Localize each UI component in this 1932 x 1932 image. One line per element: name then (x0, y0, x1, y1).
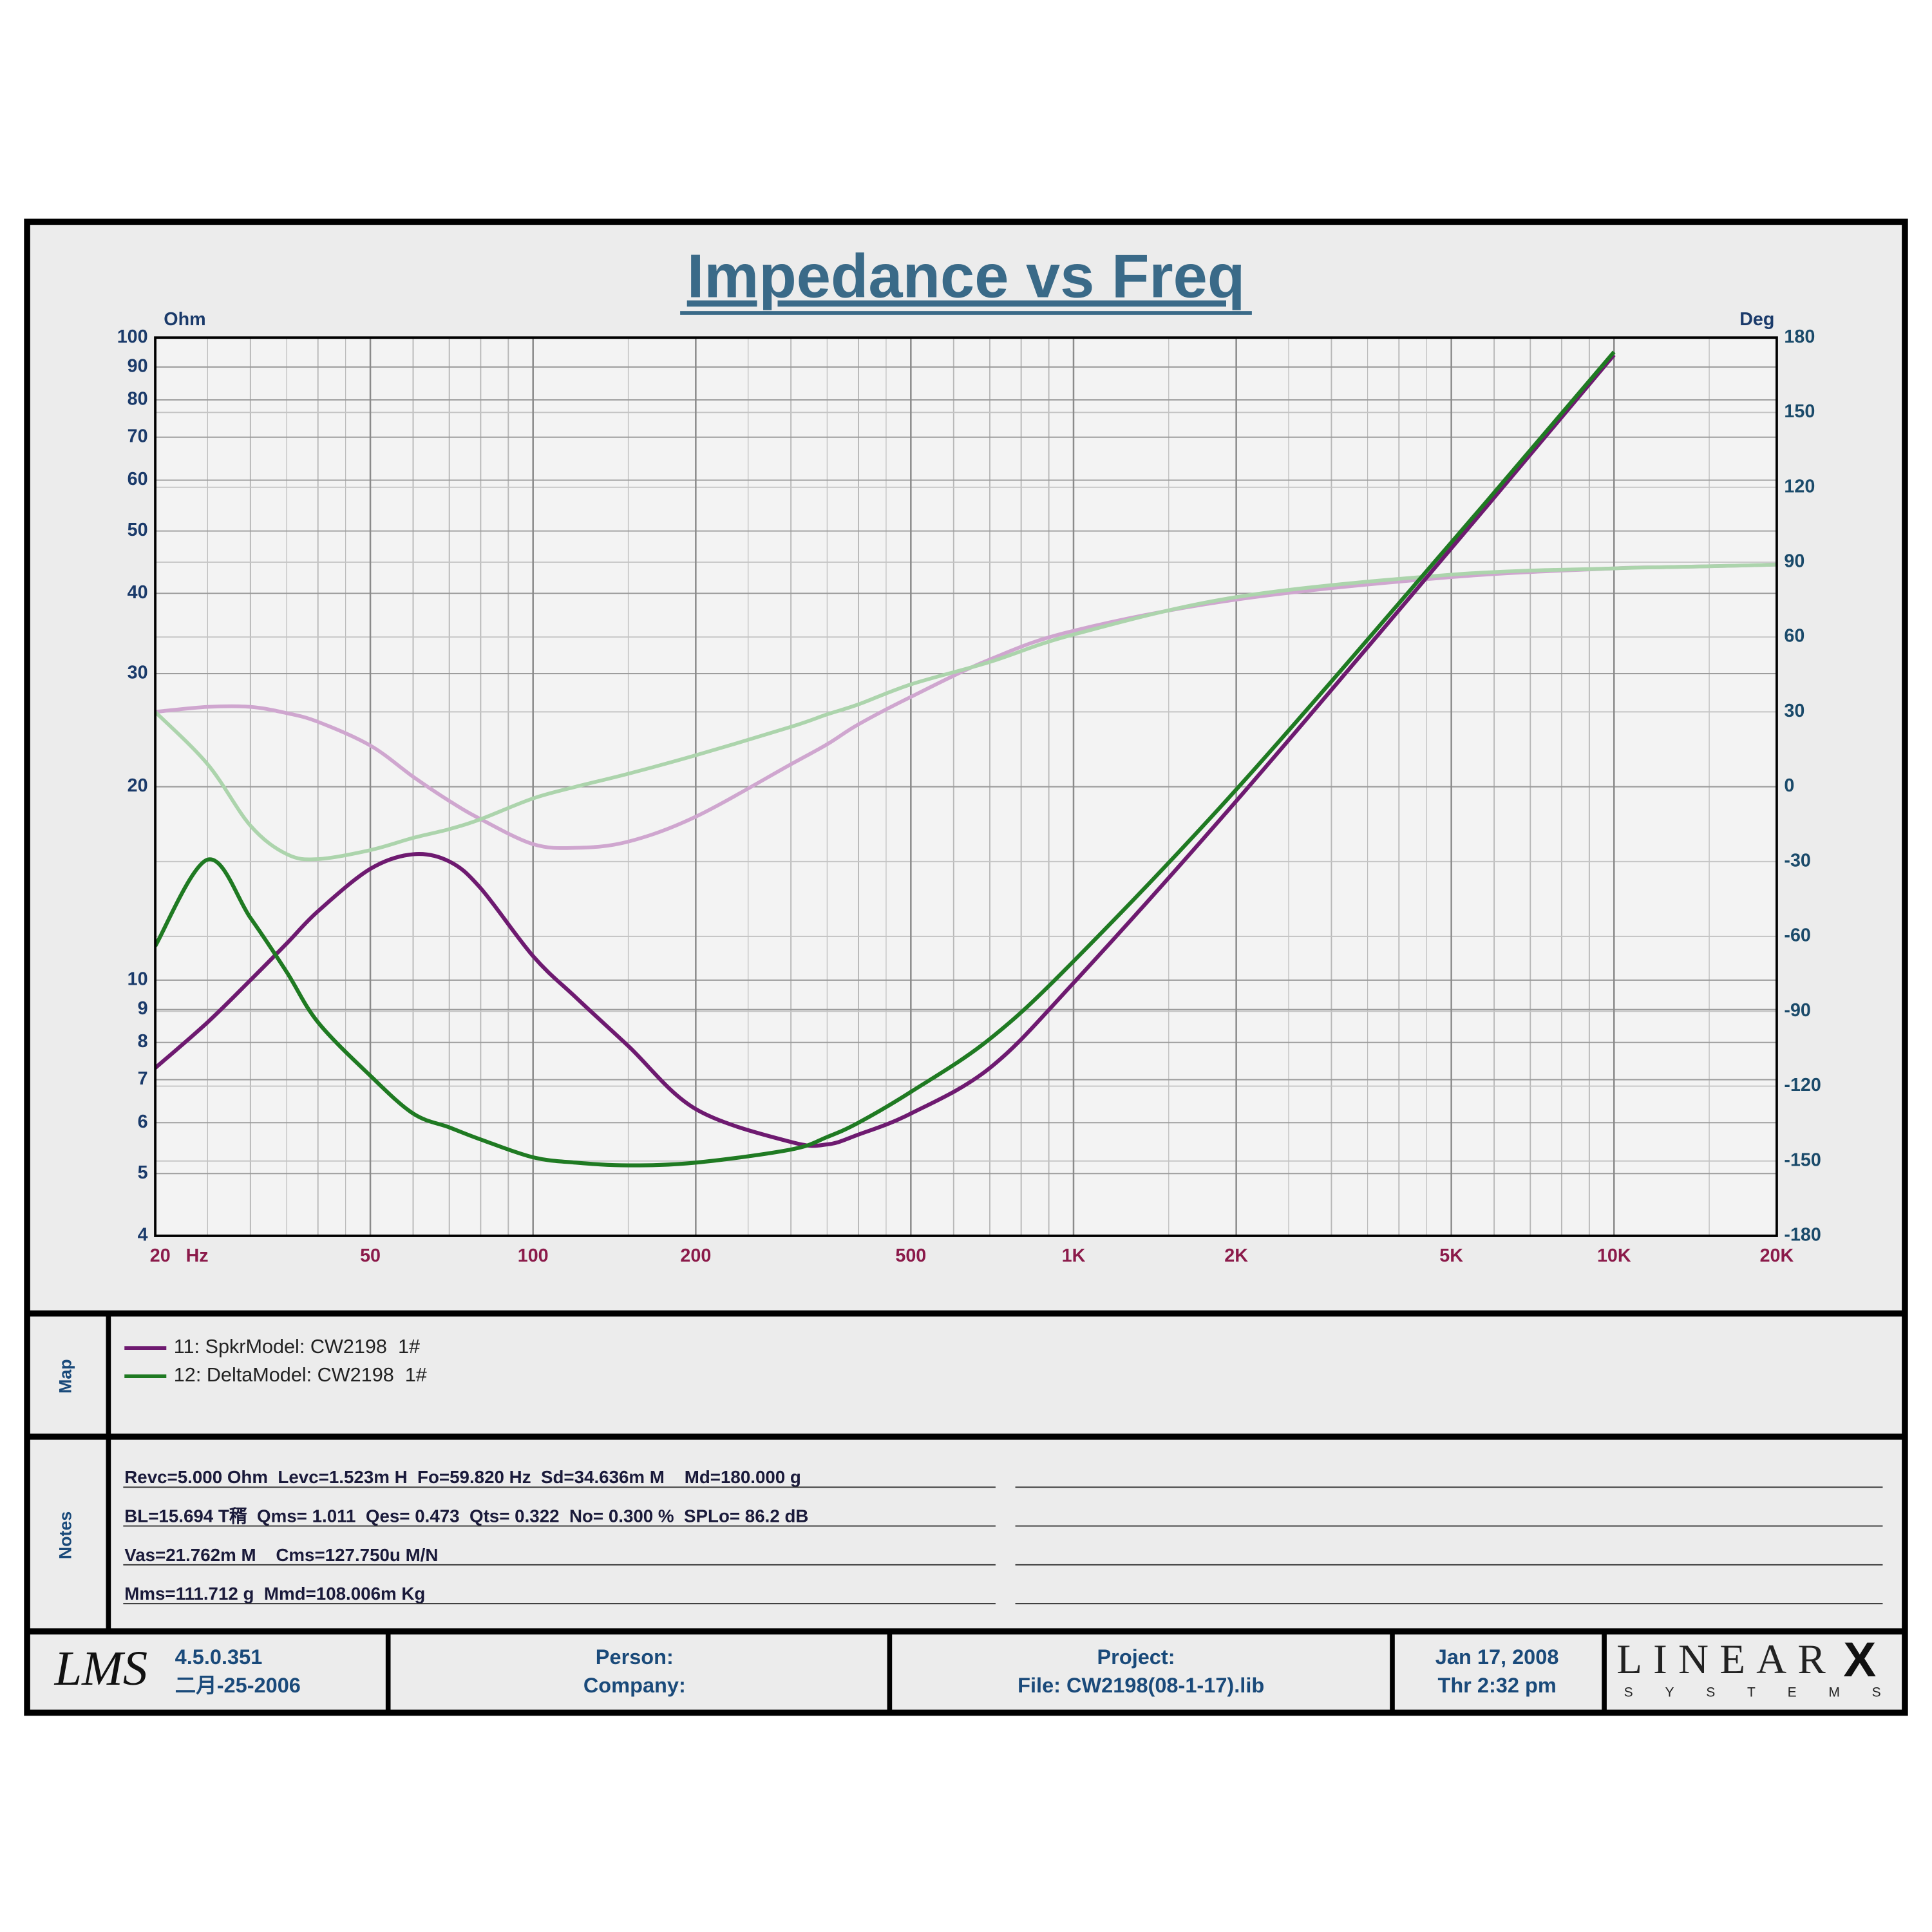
y-tick-label: 6 (138, 1112, 148, 1132)
note-line: Vas=21.762m M Cms=127.750u M/N (124, 1545, 438, 1565)
y2-tick-label: 90 (1784, 551, 1804, 572)
series-line (155, 350, 1616, 1168)
y-tick-label: 7 (138, 1068, 148, 1089)
y-tick-label: 9 (138, 998, 148, 1019)
note-line: BL=15.694 T稰 Qms= 1.011 Qes= 0.473 Qts= … (124, 1506, 808, 1526)
x-tick-label: 50 (360, 1245, 381, 1266)
x-tick-label: 500 (895, 1245, 926, 1266)
y2-tick-label: -60 (1784, 925, 1810, 946)
chart-title: Impedance vs Freq (687, 242, 1245, 310)
y2-tick-label: 120 (1784, 476, 1815, 497)
brand-x: X (1843, 1633, 1876, 1687)
notes: Revc=5.000 Ohm Levc=1.523m H Fo=59.820 H… (123, 1467, 1883, 1605)
y2-tick-label: 180 (1784, 327, 1815, 347)
y-tick-label: 100 (117, 327, 148, 347)
notes-label: Notes (55, 1511, 75, 1559)
note-line: Revc=5.000 Ohm Levc=1.523m H Fo=59.820 H… (124, 1467, 801, 1487)
map-label: Map (55, 1359, 75, 1394)
y-tick-label: 8 (138, 1031, 148, 1052)
x-tick-label: 200 (680, 1245, 711, 1266)
y-tick-label: 5 (138, 1162, 148, 1183)
y2-tick-label: 60 (1784, 626, 1804, 647)
x-tick-label: 20K (1760, 1245, 1794, 1266)
y2-tick-label: 30 (1784, 701, 1804, 721)
y-tick-label: 90 (128, 355, 148, 376)
y-tick-label: 60 (128, 469, 148, 489)
y2-tick-label: -120 (1784, 1075, 1821, 1095)
version: 4.5.0.351 (175, 1645, 263, 1669)
brand-sub: SYSTEMS (1624, 1685, 1913, 1700)
brand: LINEAR (1616, 1636, 1837, 1683)
y-tick-label: 50 (128, 520, 148, 540)
series-line (155, 562, 1777, 862)
footer-logo: LMS (54, 1641, 148, 1696)
build-date: 二月-25-2006 (175, 1674, 301, 1697)
y-tick-label: 70 (128, 426, 148, 446)
person: Person: (596, 1645, 674, 1669)
date: Jan 17, 2008 (1435, 1645, 1559, 1669)
y2-tick-label: -180 (1784, 1225, 1821, 1245)
time: Thr 2:32 pm (1437, 1674, 1556, 1697)
x-tick-label: 100 (518, 1245, 549, 1266)
note-line: Mms=111.712 g Mmd=108.006m Kg (124, 1584, 425, 1604)
y2-tick-label: 0 (1784, 775, 1794, 796)
y2-tick-label: -90 (1784, 1000, 1810, 1021)
y2-tick-label: -150 (1784, 1150, 1821, 1170)
x-tick-label: 5K (1439, 1245, 1463, 1266)
y-axis-label: Ohm (164, 309, 205, 330)
y-tick-label: 40 (128, 582, 148, 603)
x-tick-label: 20 (150, 1245, 171, 1266)
legend-label: 12: DeltaModel: CW2198 1# (174, 1364, 427, 1386)
project: Project: (1097, 1645, 1175, 1669)
y-tick-label: 20 (128, 775, 148, 796)
x-tick-label: 10K (1597, 1245, 1631, 1266)
y2-tick-label: 150 (1784, 401, 1815, 422)
y2-axis-label: Deg (1739, 309, 1774, 330)
plot-border (154, 336, 1778, 1237)
legend-label: 11: SpkrModel: CW2198 1# (174, 1336, 420, 1358)
y-tick-label: 30 (128, 663, 148, 683)
y-tick-label: 4 (138, 1225, 148, 1245)
x-tick-label: 1K (1062, 1245, 1086, 1266)
y-tick-label: 10 (128, 969, 148, 990)
y-tick-label: 80 (128, 389, 148, 410)
company: Company: (583, 1674, 686, 1697)
x-tick-label: 2K (1224, 1245, 1248, 1266)
y2-tick-label: -30 (1784, 850, 1810, 871)
series-line (155, 562, 1777, 850)
series-line (155, 354, 1616, 1148)
file: File: CW2198(08-1-17).lib (1018, 1674, 1264, 1697)
x-unit-label: Hz (186, 1245, 209, 1266)
